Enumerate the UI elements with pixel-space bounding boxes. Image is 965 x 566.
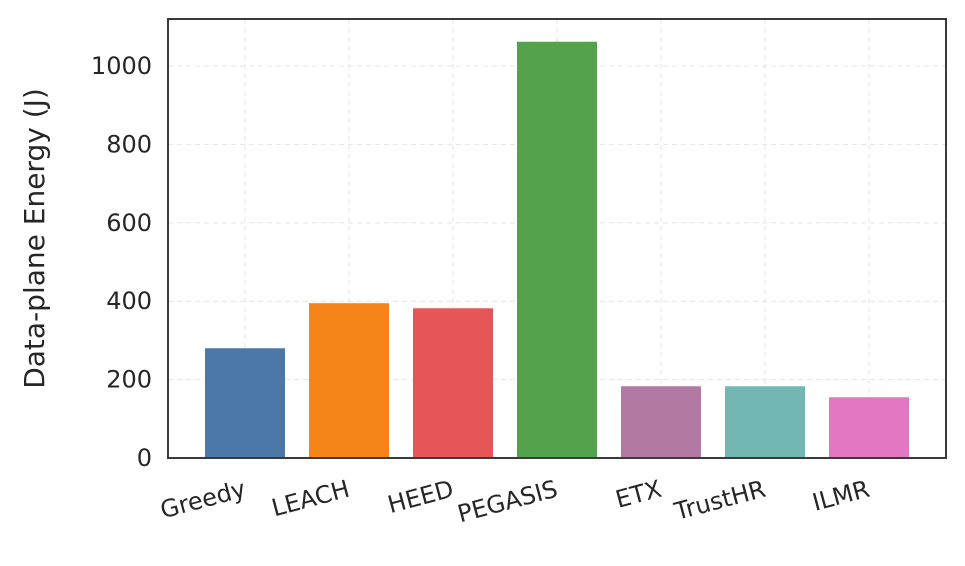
x-tick-label: PEGASIS bbox=[455, 475, 561, 528]
bar-pegasis bbox=[517, 41, 597, 459]
x-tick-label: Greedy bbox=[157, 475, 248, 525]
bar-etx bbox=[621, 386, 701, 458]
y-tick-label: 1000 bbox=[91, 52, 152, 80]
y-tick-label: 200 bbox=[106, 366, 152, 394]
x-tick-label: HEED bbox=[385, 475, 457, 519]
bar-greedy bbox=[205, 348, 285, 458]
bars bbox=[205, 41, 909, 459]
y-tick-label: 0 bbox=[137, 444, 152, 472]
bar-trusthr bbox=[725, 386, 805, 458]
x-tick-label: TrustHR bbox=[671, 475, 769, 526]
y-axis-label: Data-plane Energy (J) bbox=[18, 88, 51, 389]
y-axis-ticks: 0 200 400 600 800 1000 bbox=[91, 52, 152, 472]
x-tick-label: LEACH bbox=[269, 475, 353, 523]
bar-leach bbox=[309, 303, 389, 458]
bar-ilmr bbox=[829, 397, 909, 458]
plot-frame bbox=[167, 18, 947, 459]
x-tick-label: ILMR bbox=[809, 475, 872, 517]
bar-heed bbox=[413, 308, 493, 458]
y-tick-label: 600 bbox=[106, 209, 152, 237]
y-tick-label: 400 bbox=[106, 287, 152, 315]
y-tick-label: 800 bbox=[106, 130, 152, 158]
x-tick-label: ETX bbox=[613, 475, 665, 514]
